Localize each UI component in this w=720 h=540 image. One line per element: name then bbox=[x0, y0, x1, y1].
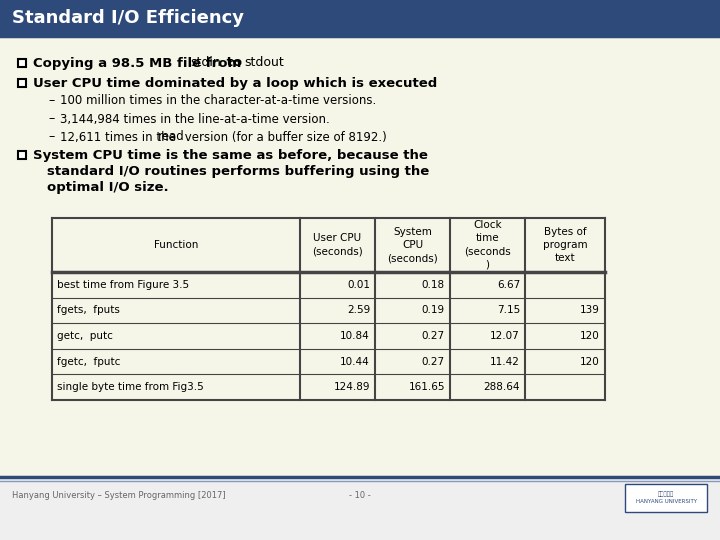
Text: version (for a buffer size of 8192.): version (for a buffer size of 8192.) bbox=[181, 131, 387, 144]
Text: stdout: stdout bbox=[244, 57, 284, 70]
Text: 288.64: 288.64 bbox=[484, 382, 520, 392]
Text: 7.15: 7.15 bbox=[497, 306, 520, 315]
Text: 12.07: 12.07 bbox=[490, 331, 520, 341]
Text: stdin: stdin bbox=[190, 57, 221, 70]
FancyBboxPatch shape bbox=[625, 484, 707, 512]
Text: System CPU time is the same as before, because the: System CPU time is the same as before, b… bbox=[33, 148, 428, 161]
Text: Copying a 98.5 MB file from: Copying a 98.5 MB file from bbox=[33, 57, 246, 70]
Text: 124.89: 124.89 bbox=[333, 382, 370, 392]
Text: 120: 120 bbox=[580, 331, 600, 341]
Text: 139: 139 bbox=[580, 306, 600, 315]
FancyBboxPatch shape bbox=[18, 79, 26, 87]
Text: 0.01: 0.01 bbox=[347, 280, 370, 290]
Text: single byte time from Fig3.5: single byte time from Fig3.5 bbox=[57, 382, 204, 392]
Text: User CPU
(seconds): User CPU (seconds) bbox=[312, 233, 363, 256]
Text: Hanyang University – System Programming [2017]: Hanyang University – System Programming … bbox=[12, 491, 225, 501]
Text: User CPU time dominated by a loop which is executed: User CPU time dominated by a loop which … bbox=[33, 77, 437, 90]
Text: Bytes of
program
text: Bytes of program text bbox=[543, 227, 588, 263]
FancyBboxPatch shape bbox=[18, 59, 26, 67]
Text: 100 million times in the character-at-a-time versions.: 100 million times in the character-at-a-… bbox=[60, 94, 377, 107]
Text: Clock
time
(seconds
): Clock time (seconds ) bbox=[464, 220, 511, 270]
Text: 10.44: 10.44 bbox=[341, 356, 370, 367]
Text: 2.59: 2.59 bbox=[347, 306, 370, 315]
Text: - 10 -: - 10 - bbox=[349, 491, 371, 501]
Text: 0.27: 0.27 bbox=[422, 356, 445, 367]
Text: 11.42: 11.42 bbox=[490, 356, 520, 367]
Text: standard I/O routines performs buffering using the: standard I/O routines performs buffering… bbox=[47, 165, 429, 178]
Text: Standard I/O Efficiency: Standard I/O Efficiency bbox=[12, 9, 244, 27]
FancyBboxPatch shape bbox=[0, 0, 720, 35]
Text: 0.19: 0.19 bbox=[422, 306, 445, 315]
Text: 한양대학교
HANYANG UNIVERSITY: 한양대학교 HANYANG UNIVERSITY bbox=[636, 492, 696, 504]
Text: Function: Function bbox=[154, 240, 198, 250]
Text: best time from Figure 3.5: best time from Figure 3.5 bbox=[57, 280, 189, 290]
Text: read: read bbox=[158, 131, 184, 144]
Text: fgets,  fputs: fgets, fputs bbox=[57, 306, 120, 315]
Text: –: – bbox=[48, 131, 54, 144]
Text: fgetc,  fputc: fgetc, fputc bbox=[57, 356, 120, 367]
Text: 10.84: 10.84 bbox=[341, 331, 370, 341]
Text: System
CPU
(seconds): System CPU (seconds) bbox=[387, 227, 438, 263]
FancyBboxPatch shape bbox=[0, 36, 720, 480]
Text: 12,611 times in the: 12,611 times in the bbox=[60, 131, 179, 144]
FancyBboxPatch shape bbox=[18, 151, 26, 159]
Text: to: to bbox=[222, 57, 247, 70]
Text: 0.18: 0.18 bbox=[422, 280, 445, 290]
Text: optimal I/O size.: optimal I/O size. bbox=[47, 180, 168, 193]
Text: 161.65: 161.65 bbox=[408, 382, 445, 392]
Text: 3,144,984 times in the line-at-a-time version.: 3,144,984 times in the line-at-a-time ve… bbox=[60, 112, 330, 125]
Text: 6.67: 6.67 bbox=[497, 280, 520, 290]
Text: –: – bbox=[48, 112, 54, 125]
Text: 0.27: 0.27 bbox=[422, 331, 445, 341]
Text: getc,  putc: getc, putc bbox=[57, 331, 113, 341]
Text: 120: 120 bbox=[580, 356, 600, 367]
Text: –: – bbox=[48, 94, 54, 107]
